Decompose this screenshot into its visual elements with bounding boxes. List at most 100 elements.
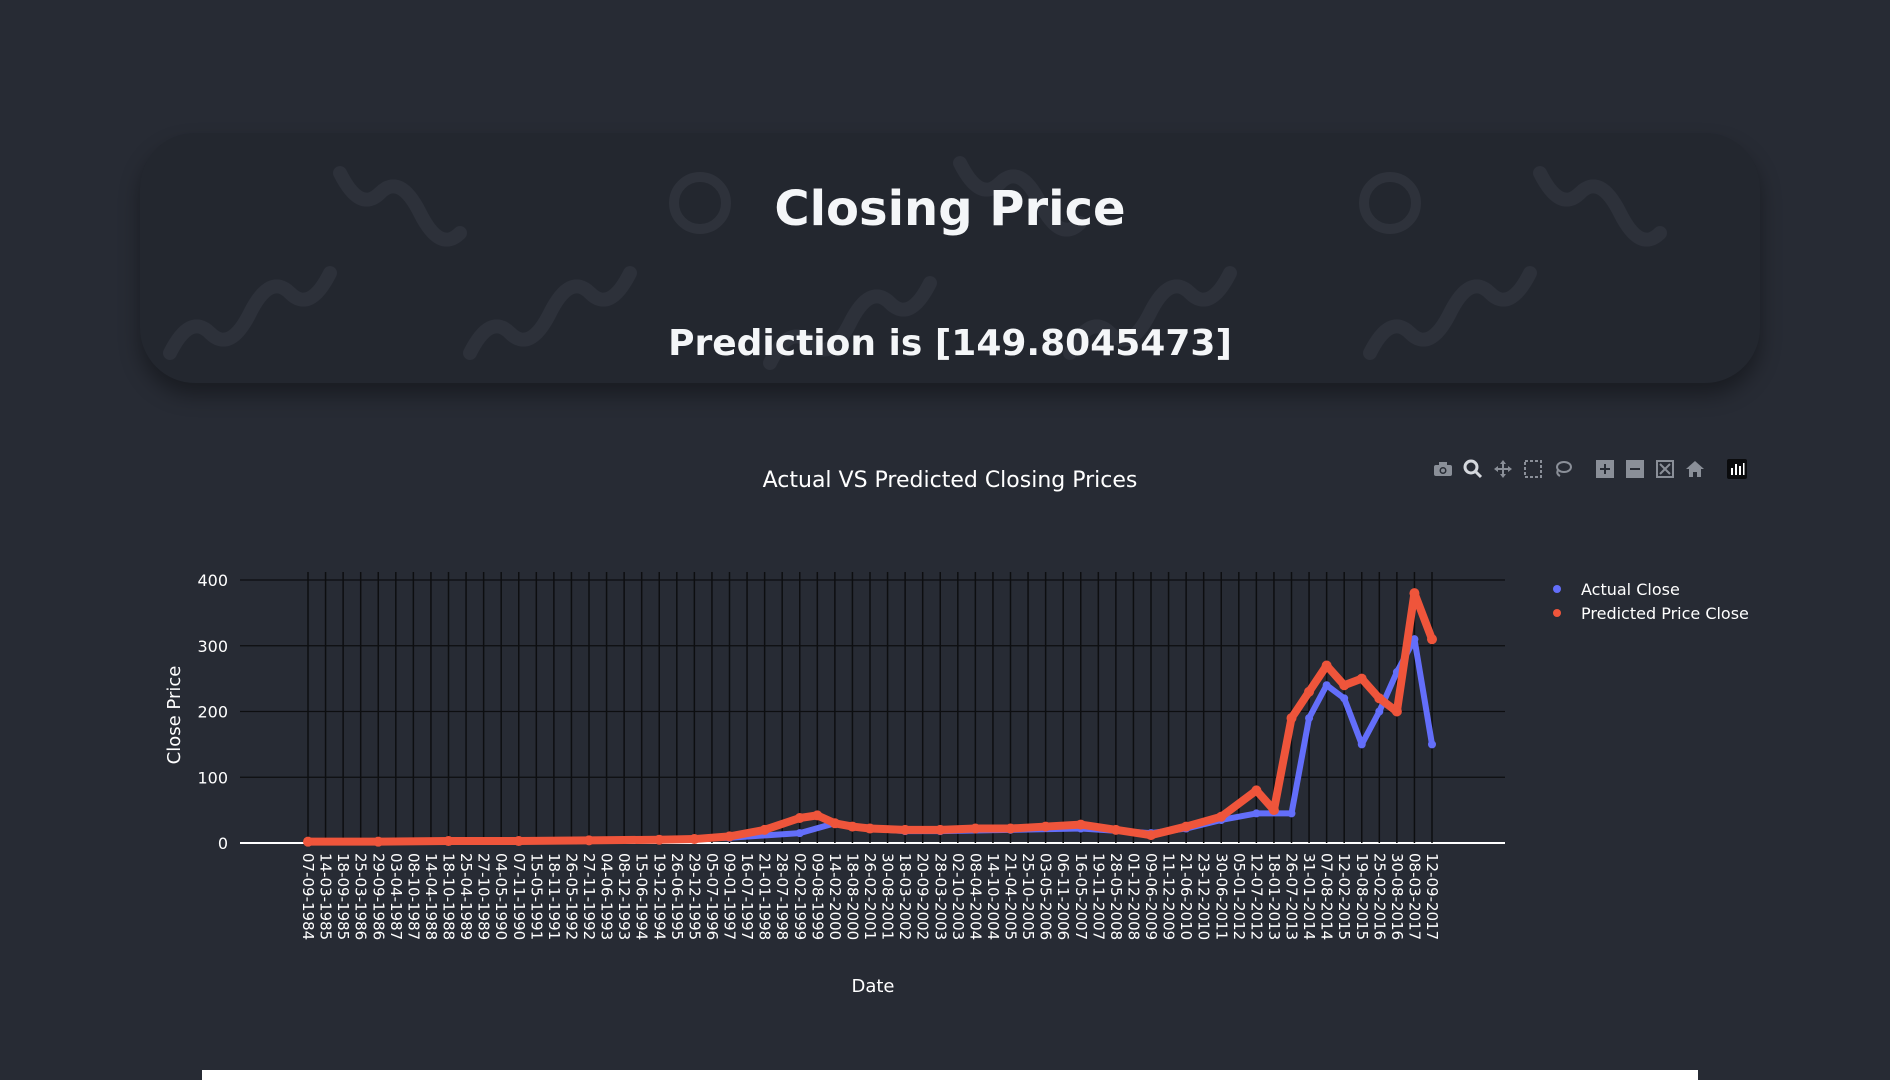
x-tick-label: 08-03-2017	[1405, 853, 1423, 940]
x-tick-label: 09-08-1999	[808, 853, 826, 940]
data-point[interactable]	[1409, 588, 1420, 599]
page-title: Closing Price	[774, 181, 1126, 237]
x-tick-label: 25-03-1986	[352, 853, 370, 940]
data-point[interactable]	[1252, 809, 1261, 818]
data-point[interactable]	[1322, 681, 1331, 690]
data-point[interactable]	[1146, 830, 1156, 841]
data-point[interactable]	[1216, 811, 1227, 822]
zoom-in-icon[interactable]	[1590, 458, 1620, 480]
autoscale-icon[interactable]	[1650, 458, 1680, 480]
pan-icon[interactable]	[1488, 458, 1518, 480]
chart-plot-area[interactable]	[303, 588, 1437, 847]
box-select-icon[interactable]	[1518, 458, 1548, 480]
x-tick-label: 12-02-2015	[1335, 853, 1353, 940]
data-point[interactable]	[829, 818, 840, 829]
x-tick-label: 21-06-2010	[1177, 853, 1195, 940]
x-tick-label: 26-07-2013	[1283, 853, 1301, 940]
data-point[interactable]	[1304, 686, 1315, 697]
data-point[interactable]	[513, 836, 524, 847]
data-point[interactable]	[303, 836, 313, 847]
x-tick-label: 29-12-1995	[685, 853, 703, 940]
zoom-out-icon[interactable]	[1620, 458, 1650, 480]
x-tick-label: 09-06-2009	[1142, 853, 1160, 940]
x-tick-label: 30-06-2011	[1212, 853, 1230, 940]
data-point[interactable]	[1339, 680, 1350, 691]
legend-label-actual[interactable]: Actual Close	[1581, 580, 1680, 599]
lasso-icon[interactable]	[1548, 458, 1578, 480]
y-axis-title: Close Price	[164, 666, 185, 765]
legend-label-predicted[interactable]: Predicted Price Close	[1581, 604, 1749, 623]
reset-axes-icon[interactable]	[1680, 458, 1710, 480]
data-point[interactable]	[1305, 714, 1314, 723]
x-tick-label: 26-05-1992	[562, 853, 580, 940]
x-tick-label: 30-08-2016	[1388, 853, 1406, 940]
data-point[interactable]	[1340, 694, 1349, 703]
data-point[interactable]	[689, 834, 700, 845]
x-tick-label: 25-02-2016	[1370, 853, 1388, 940]
chart-legend[interactable]: Actual Close Predicted Price Close	[1553, 580, 1749, 623]
data-point[interactable]	[654, 834, 665, 845]
data-point[interactable]	[970, 823, 981, 834]
x-tick-label: 21-01-1998	[756, 853, 774, 940]
data-point[interactable]	[373, 836, 384, 847]
x-tick-label: 15-05-1991	[527, 853, 545, 940]
data-point[interactable]	[443, 836, 454, 847]
data-point[interactable]	[794, 813, 805, 824]
x-tick-label: 26-06-1995	[668, 853, 686, 940]
x-tick-label: 03-04-1987	[387, 853, 405, 940]
data-point[interactable]	[759, 824, 770, 835]
data-point[interactable]	[1287, 809, 1296, 818]
footer-bar	[202, 1070, 1698, 1080]
zoom-icon[interactable]	[1458, 458, 1488, 480]
data-point[interactable]	[1005, 823, 1016, 834]
data-point[interactable]	[1357, 740, 1366, 749]
legend-marker-actual	[1553, 585, 1561, 593]
chart-modebar	[1428, 458, 1752, 480]
prediction-text: Prediction is [149.8045473]	[668, 323, 1232, 364]
hero-banner: Closing Price Prediction is [149.8045473…	[140, 133, 1760, 383]
data-point[interactable]	[812, 810, 823, 821]
data-point[interactable]	[795, 829, 804, 838]
data-point[interactable]	[847, 821, 858, 832]
plotly-logo-icon[interactable]	[1722, 458, 1752, 480]
x-tick-label: 09-01-1997	[721, 853, 739, 940]
y-tick-label: 300	[197, 637, 228, 656]
data-point[interactable]	[1375, 707, 1384, 716]
data-point[interactable]	[584, 835, 594, 846]
x-tick-label: 18-11-1991	[545, 853, 563, 940]
data-point[interactable]	[1410, 635, 1419, 644]
x-tick-label: 02-02-1999	[791, 853, 809, 940]
data-point[interactable]	[1040, 821, 1051, 832]
data-point[interactable]	[1321, 660, 1332, 671]
data-point[interactable]	[1374, 693, 1385, 704]
x-tick-label: 07-11-1990	[510, 853, 528, 940]
data-point[interactable]	[1427, 634, 1437, 645]
data-point[interactable]	[1428, 740, 1436, 749]
data-point[interactable]	[1075, 819, 1086, 830]
data-point[interactable]	[1251, 785, 1262, 796]
x-tick-label: 18-10-1988	[440, 853, 458, 940]
data-point[interactable]	[1391, 706, 1402, 717]
data-point[interactable]	[724, 831, 735, 842]
x-tick-label: 15-06-1994	[633, 853, 651, 940]
data-point[interactable]	[1268, 805, 1279, 816]
x-tick-label: 19-12-1994	[650, 853, 668, 940]
data-point[interactable]	[1110, 824, 1121, 835]
x-tick-label: 31-01-2014	[1300, 853, 1318, 940]
data-point[interactable]	[900, 824, 911, 835]
x-tick-label: 06-11-2006	[1054, 853, 1072, 940]
data-point[interactable]	[1181, 821, 1192, 832]
x-tick-label: 18-03-2002	[896, 853, 914, 940]
chart-grid	[240, 572, 1505, 844]
x-tick-label: 14-04-1988	[422, 853, 440, 940]
camera-icon[interactable]	[1428, 458, 1458, 480]
x-tick-label: 05-07-1996	[703, 853, 721, 940]
data-point[interactable]	[1286, 713, 1297, 724]
data-point[interactable]	[935, 824, 946, 835]
chart-axes: 0 100 200 300 400 07-09-1984 14-03-1985 18-09-1…	[197, 571, 1441, 940]
data-point[interactable]	[1356, 673, 1367, 684]
x-tick-label: 30-08-2001	[879, 853, 897, 940]
x-tick-label: 18-01-2013	[1265, 853, 1283, 940]
data-point[interactable]	[865, 823, 875, 834]
x-tick-label: 28-05-2008	[1107, 853, 1125, 940]
